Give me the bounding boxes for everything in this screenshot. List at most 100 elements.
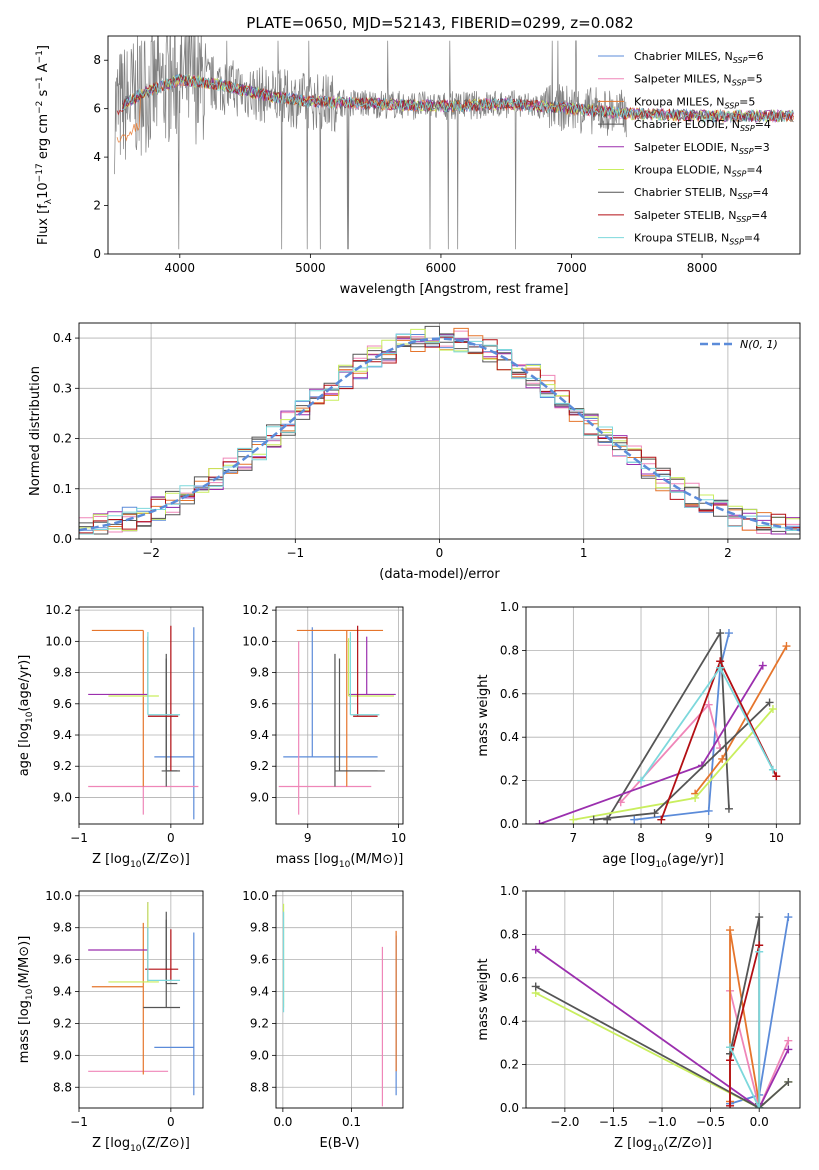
x-axis-label: Z [log10(Z/Z⊙)]	[92, 852, 190, 870]
plot-area	[114, 36, 794, 250]
panel-mass-vs-ebv: 0.0 0.1 8.8 9.0 9.2 9.4 9.6 9.8 10.0 E(B-V)	[242, 889, 404, 1151]
weight-series-1	[729, 990, 790, 1108]
legend-sub: SSP	[740, 124, 755, 133]
weight-marker	[724, 804, 733, 813]
axes-frame	[78, 606, 204, 825]
weight-marker	[765, 698, 774, 707]
errorbar-point	[347, 638, 394, 697]
plot-area	[278, 625, 396, 815]
weight-marker	[716, 629, 725, 638]
errorbar-point	[147, 927, 181, 981]
axes-frame	[525, 606, 801, 825]
weight-marker	[726, 1056, 735, 1065]
legend-label: Chabrier STELIB, NSSP=4	[634, 186, 768, 201]
y-label-tail: (age/yr)]	[17, 655, 32, 712]
y-tick-label: 0.6	[500, 687, 519, 701]
x-tick-label: −1.0	[647, 1115, 676, 1129]
x-tick-label: −1.5	[599, 1115, 628, 1129]
errorbar-point	[348, 636, 396, 696]
axes-frame	[78, 322, 801, 540]
y-axis-label: mass weight	[476, 958, 491, 1040]
weight-marker	[768, 704, 777, 713]
y-tick-label: 1.0	[500, 600, 519, 614]
y-tick-label: 10.0	[242, 634, 269, 648]
y-tick-label: 9.6	[250, 697, 269, 711]
weight-marker	[704, 806, 713, 815]
axes-frame	[275, 606, 404, 825]
x-tick-label: 8000	[687, 261, 718, 275]
y-tick-label: 9.0	[250, 790, 269, 804]
legend-n: =4	[752, 186, 768, 199]
plot-area	[79, 325, 800, 539]
y-tick-label: 9.4	[250, 728, 269, 742]
x-tick-label: 6000	[426, 261, 457, 275]
errorbar-point	[278, 641, 372, 815]
weight-series-8	[729, 951, 761, 1108]
axes-frame	[78, 890, 204, 1109]
panel-mass-vs-Z: −1 0 8.8 9.0 9.2 9.4 9.6 9.8 10.0 Z [log10(Z/Z⊙)]…	[17, 889, 204, 1154]
y-tick-label: 8	[93, 53, 101, 67]
legend-label: Salpeter MILES, NSSP=5	[634, 73, 763, 88]
legend-label: Chabrier MILES, NSSP=6	[634, 50, 764, 65]
legend-n: =4	[751, 209, 767, 222]
legend-sub: SSP	[732, 170, 747, 179]
panel-spectrum: 4000 5000 6000 7000 8000 0 2 4 6 8 wavelength [Ang…	[35, 35, 801, 297]
errorbar-point	[349, 631, 380, 716]
weight-marker	[755, 913, 764, 922]
weight-marker	[755, 1104, 764, 1108]
y-tick-label: 0.0	[500, 1101, 519, 1115]
legend-sub: SSP	[733, 56, 748, 65]
x-label-tail: (M/M⊙)]	[350, 852, 403, 867]
x-label-tail: (Z/Z⊙)]	[142, 1136, 190, 1151]
y-tick-label: 9.0	[250, 1048, 269, 1062]
errorbar-point	[165, 919, 178, 985]
x-label-tail: (Z/Z⊙)]	[142, 852, 190, 867]
legend-n: =3	[754, 141, 770, 154]
y-label-sup4: −1	[35, 50, 45, 63]
y-tick-label: 9.2	[53, 1016, 72, 1030]
y-tick-label: 0.6	[500, 971, 519, 985]
weight-marker	[657, 815, 666, 824]
weight-marker	[784, 1077, 793, 1086]
x-tick-label: 0	[167, 1115, 175, 1129]
plot-area	[531, 913, 793, 1108]
y-tick-label: 9.0	[53, 790, 72, 804]
y-tick-label: 8.8	[53, 1080, 72, 1094]
axes-frame	[107, 35, 801, 255]
x-tick-label: −1	[70, 831, 88, 845]
weight-marker	[569, 815, 578, 824]
x-tick-label: 0.0	[273, 1115, 292, 1129]
y-tick-label: 6	[93, 102, 101, 116]
x-tick-label: 0	[436, 546, 444, 560]
x-tick-label: 4000	[165, 261, 196, 275]
x-axis-label: Z [log10(Z/Z⊙)]	[614, 1136, 712, 1154]
weight-marker	[726, 926, 735, 935]
y-tick-label: 0.0	[53, 532, 72, 546]
y-tick-label: 10.2	[242, 603, 269, 617]
y-label-mid: 10	[36, 182, 51, 199]
weight-marker	[755, 947, 764, 956]
y-tick-label: 9.8	[53, 666, 72, 680]
panel-residuals: −2 −1 0 1 2 0.0 0.1 0.2 0.3 0.4 (data-model)/error…	[28, 322, 801, 582]
y-label-sub: 10	[25, 988, 35, 1000]
legend-n: =4	[746, 164, 762, 177]
errorbar-point	[147, 625, 179, 771]
model-spectrum-3	[122, 72, 794, 123]
model-spectrum-8	[122, 73, 794, 124]
y-tick-label: 10.0	[242, 889, 269, 903]
y-tick-label: 2	[93, 199, 101, 213]
x-label-sub: 10	[655, 860, 667, 870]
plot-area	[282, 903, 397, 1107]
observed-spectrum-line	[114, 36, 627, 250]
errorbar-point	[108, 902, 159, 983]
weight-marker	[704, 700, 713, 709]
panel-weight-vs-age: 7 8 9 10 0.0 0.2 0.4 0.6 0.8 1.0 age [log10(age/yr…	[476, 600, 801, 870]
x-tick-label: 10	[769, 831, 784, 845]
normal-reference-curve	[79, 337, 800, 532]
legend-label: Kroupa ELODIE, NSSP=4	[634, 164, 763, 179]
legend-label-normal: N(0, 1)	[740, 338, 778, 351]
weight-marker	[772, 772, 781, 781]
y-label-mid3: s	[36, 89, 51, 100]
x-tick-label: 8	[637, 831, 645, 845]
